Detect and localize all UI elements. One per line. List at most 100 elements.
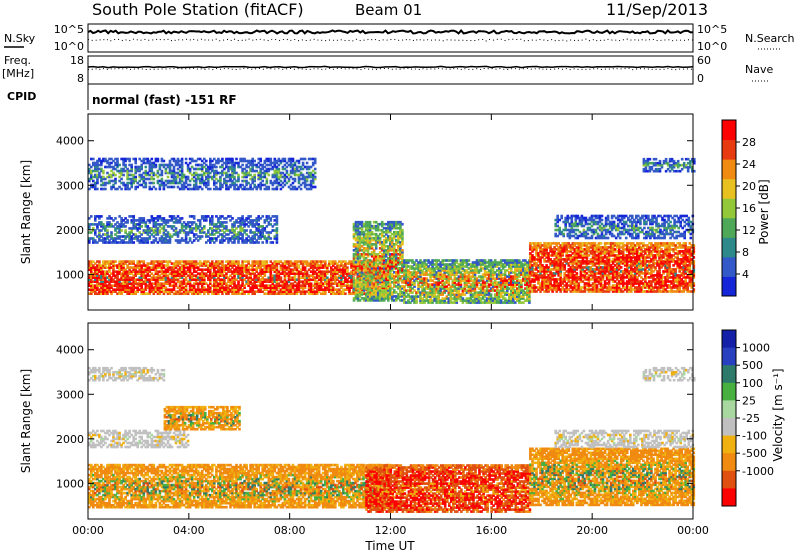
heatmap-cell <box>285 268 289 271</box>
heatmap-cell <box>281 290 285 293</box>
heatmap-cell <box>471 279 475 282</box>
heatmap-cell <box>192 292 196 295</box>
heatmap-cell <box>174 292 178 295</box>
heatmap-cell <box>491 289 495 292</box>
heatmap-cell <box>473 297 477 300</box>
heatmap-cell <box>613 272 617 275</box>
heatmap-cell <box>265 280 269 283</box>
heatmap-cell <box>144 292 148 295</box>
heatmap-cell <box>209 276 212 279</box>
heatmap-cell <box>255 278 258 281</box>
heatmap-cell <box>146 274 150 277</box>
heatmap-cell <box>615 286 619 289</box>
heatmap-cell <box>126 278 129 281</box>
heatmap-cell <box>281 272 285 275</box>
heatmap-cell <box>299 280 303 283</box>
heatmap-cell <box>585 278 589 281</box>
heatmap-cell <box>360 273 364 276</box>
heatmap-cell <box>451 297 455 300</box>
heatmap-cell <box>134 292 137 295</box>
heatmap-cell <box>209 266 212 269</box>
heatmap-cell <box>219 286 222 289</box>
heatmap-cell <box>453 295 457 298</box>
heatmap-cell <box>285 266 289 269</box>
heatmap-cell <box>547 256 550 259</box>
heatmap-cell <box>362 265 366 268</box>
heatmap-cell <box>541 268 544 271</box>
heatmap-cell <box>597 254 601 257</box>
heatmap-cell <box>621 260 625 263</box>
heatmap-cell <box>405 291 408 294</box>
heatmap-cell <box>362 236 366 240</box>
heatmap-cell <box>309 264 313 267</box>
heatmap-cell <box>215 278 218 281</box>
heatmap-cell <box>497 267 501 270</box>
heatmap-cell <box>108 266 111 269</box>
heatmap-cell <box>370 230 374 234</box>
heatmap-cell <box>309 262 313 265</box>
heatmap-cell <box>203 280 206 283</box>
heatmap-cell <box>249 280 252 283</box>
heatmap-cell <box>451 269 455 272</box>
heatmap-cell <box>481 263 485 266</box>
heatmap-cell <box>630 264 633 267</box>
heatmap-cell <box>90 290 93 293</box>
heatmap-cell <box>479 285 483 288</box>
heatmap-cell <box>275 278 279 281</box>
heatmap-cell <box>531 254 534 257</box>
heatmap-cell <box>192 286 196 289</box>
heatmap-cell <box>190 290 194 293</box>
heatmap-cell <box>595 260 599 263</box>
heatmap-cell <box>421 301 424 304</box>
heatmap-cell <box>611 266 615 269</box>
heatmap-cell <box>435 285 438 288</box>
heatmap-cell <box>495 287 499 290</box>
heatmap-cell <box>120 292 123 295</box>
heatmap-cell <box>547 260 550 263</box>
heatmap-cell <box>573 286 577 289</box>
heatmap-cell <box>405 261 408 264</box>
heatmap-cell <box>287 274 291 277</box>
heatmap-cell <box>138 268 141 271</box>
heatmap-cell <box>332 278 335 281</box>
heatmap-cell <box>516 277 519 280</box>
heatmap-cell <box>401 271 404 274</box>
heatmap-cell <box>356 220 360 224</box>
heatmap-cell <box>518 269 521 272</box>
heatmap-cell <box>336 278 339 281</box>
heatmap-cell <box>313 284 317 287</box>
heatmap-cell <box>401 236 404 240</box>
heatmap-cell <box>370 253 374 256</box>
heatmap-cell <box>378 261 382 264</box>
heatmap-cell <box>607 262 611 265</box>
heatmap-cell <box>158 274 162 277</box>
heatmap-cell <box>535 286 538 289</box>
heatmap-cell <box>382 230 386 234</box>
heatmap-cell <box>389 257 392 260</box>
heatmap-cell <box>551 290 554 293</box>
heatmap-cell <box>215 262 218 265</box>
heatmap-cell <box>344 266 347 269</box>
heatmap-cell <box>449 289 453 292</box>
heatmap-cell <box>529 258 532 261</box>
heatmap-cell <box>295 286 299 289</box>
heatmap-cell <box>324 270 327 273</box>
heatmap-cell <box>382 257 386 260</box>
heatmap-cell <box>299 290 303 293</box>
heatmap-cell <box>409 277 412 280</box>
heatmap-cell <box>182 274 186 277</box>
heatmap-cell <box>575 258 579 261</box>
heatmap-cell <box>104 272 107 275</box>
heatmap-cell <box>419 267 422 270</box>
heatmap-cell <box>421 273 424 276</box>
heatmap-cell <box>437 283 440 286</box>
heatmap-cell <box>259 288 262 291</box>
heatmap-cell <box>364 297 368 300</box>
heatmap-cell <box>457 277 461 280</box>
heatmap-cell <box>395 263 398 266</box>
heatmap-cell <box>366 261 370 264</box>
heatmap-cell <box>455 269 459 272</box>
heatmap-cell <box>315 282 319 285</box>
heatmap-cell <box>303 276 307 279</box>
heatmap-cell <box>508 273 511 276</box>
